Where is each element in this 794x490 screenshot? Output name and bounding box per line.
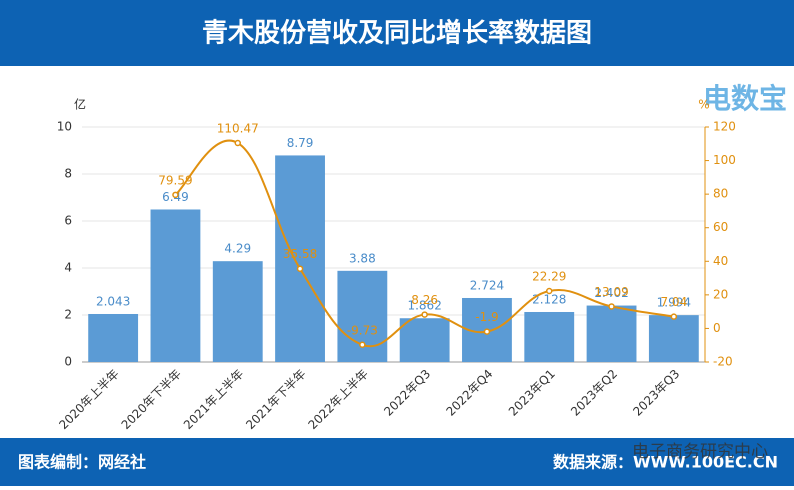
growth-point	[670, 313, 678, 320]
y-tick-label: 0	[64, 355, 72, 369]
y-tick-label: 8	[64, 167, 72, 181]
footer	[0, 438, 794, 486]
bar-label: 4.29	[224, 242, 251, 256]
y-tick-label: 10	[57, 120, 72, 134]
bar	[212, 261, 263, 362]
bar-label: 2.128	[532, 292, 566, 306]
bar-label: 1.994	[657, 296, 691, 310]
y-axis-label: 亿	[74, 97, 86, 112]
line-label: 8.26	[411, 293, 438, 307]
growth-point	[172, 191, 179, 199]
bar	[150, 209, 201, 362]
line-label: 110.47	[217, 121, 259, 135]
line-label: 79.59	[158, 173, 192, 187]
bar	[337, 270, 388, 362]
bar-label: 1.862	[407, 299, 441, 313]
y2-tick-label: 100	[713, 153, 736, 167]
y-tick-label: 6	[64, 214, 72, 228]
y2-tick-label: 20	[713, 287, 728, 301]
header	[0, 0, 794, 66]
bar	[399, 318, 450, 362]
line-label: 22.29	[532, 270, 566, 284]
bar	[275, 155, 325, 362]
logo: 电数宝	[703, 82, 787, 115]
line-label: 13.09	[594, 285, 628, 299]
y-tick-label: 2	[64, 308, 72, 322]
y2-tick-label: 120	[713, 120, 736, 134]
line-label: 35.58	[283, 247, 317, 261]
line-label: -9.73	[347, 323, 378, 337]
growth-point	[421, 311, 428, 318]
growth-line	[174, 139, 675, 348]
chart-title: 青木股份营收及同比增长率数据图	[202, 18, 592, 49]
footer-right: 数据来源：WWW.100EC.CN	[553, 453, 778, 472]
y-tick-label: 4	[64, 261, 72, 275]
y2-tick-label: 80	[713, 187, 728, 201]
bar-label: 3.88	[349, 251, 376, 265]
y2-tick-label: 0	[713, 321, 721, 335]
y2-tick-label: -20	[713, 355, 733, 369]
footer-left: 图表编制：网经社	[18, 453, 146, 472]
bar	[88, 313, 139, 362]
bar-label: 2.402	[594, 286, 628, 300]
y2-tick-label: 40	[713, 254, 728, 268]
bar-label: 2.724	[470, 278, 504, 292]
bar	[586, 305, 637, 362]
growth-point	[483, 328, 491, 335]
line-label: -1.9	[475, 310, 498, 324]
growth-point	[296, 265, 304, 272]
growth-point	[359, 341, 366, 349]
growth-point	[546, 287, 553, 295]
watermark: 电子商务研究中心	[632, 442, 768, 462]
line-label: 7.04	[660, 295, 687, 309]
bar-label: 8.79	[287, 136, 314, 150]
growth-point	[234, 139, 241, 147]
bar	[648, 315, 699, 362]
y2-axis-label: %	[698, 98, 709, 112]
bar-label: 2.043	[96, 294, 130, 308]
growth-point	[608, 303, 615, 310]
bar	[524, 311, 575, 362]
y2-tick-label: 60	[713, 220, 728, 234]
